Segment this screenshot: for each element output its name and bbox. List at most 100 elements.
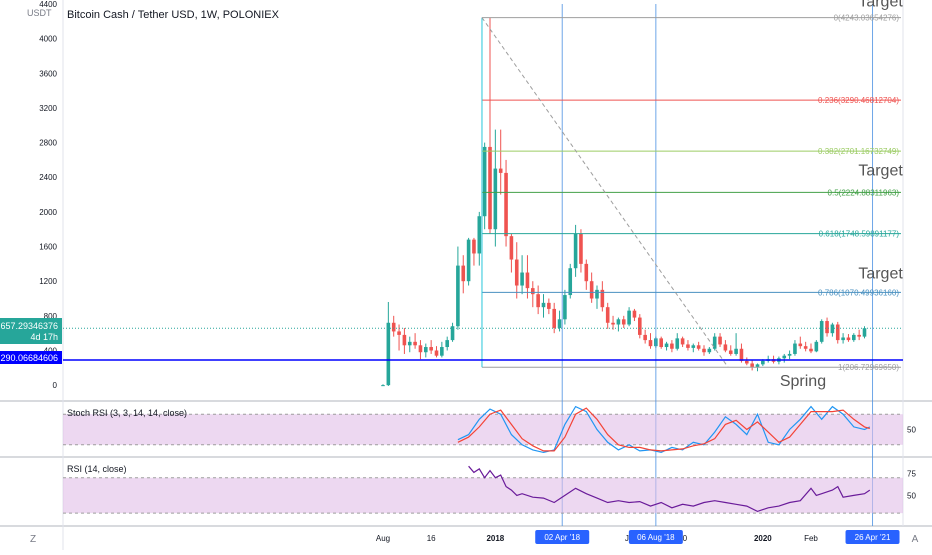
chart-annotation: Spring xyxy=(780,373,826,390)
candle-body xyxy=(552,308,556,328)
candle-body xyxy=(728,350,733,354)
candle-body xyxy=(584,263,589,282)
candle-body xyxy=(723,344,728,351)
candle-body xyxy=(568,268,573,296)
indicator-tick-label: 50 xyxy=(907,491,916,500)
candle-body xyxy=(547,302,551,309)
price-tick-label: 3600 xyxy=(39,69,57,78)
last-price-value: 657.29346376 xyxy=(0,321,58,331)
time-tick-label: 10 xyxy=(678,534,687,543)
candle-body xyxy=(798,343,803,347)
price-tick-label: 4000 xyxy=(39,35,57,44)
candle-body xyxy=(643,334,647,341)
indicator-tick-label: 75 xyxy=(907,469,916,478)
candle-body xyxy=(846,337,851,341)
candle-body xyxy=(514,259,519,286)
settings-icon[interactable]: Z xyxy=(30,534,36,545)
candle-body xyxy=(541,302,546,308)
time-marker-label: 26 Apr '21 xyxy=(855,533,891,542)
candle-body xyxy=(670,343,674,349)
indicators-layer: Stoch RSI (3, 3, 14, 14, close) RSI (14, … xyxy=(63,405,903,514)
candle-body xyxy=(429,347,433,351)
candle-body xyxy=(488,146,492,230)
fib-trend-line xyxy=(481,17,729,368)
candle-body xyxy=(659,338,663,348)
candle-body xyxy=(525,272,530,289)
price-tick-label: 1600 xyxy=(39,243,57,252)
candle-body xyxy=(680,338,685,345)
candle-body xyxy=(787,353,792,356)
indicator-tick-label: 50 xyxy=(907,426,916,435)
support-badge xyxy=(0,351,62,364)
candle-body xyxy=(814,341,819,352)
candle-body xyxy=(605,307,610,323)
candle-body xyxy=(755,364,760,367)
candle-body xyxy=(616,319,621,325)
candle-body xyxy=(761,360,765,365)
fib-level-label: 1(206.72969650) xyxy=(838,363,899,372)
candle-body xyxy=(857,334,861,337)
price-tick-label: 0 xyxy=(53,381,58,390)
candle-body xyxy=(418,345,423,353)
candle-body xyxy=(456,265,460,327)
price-tick-label: 3200 xyxy=(39,104,57,113)
candle-body xyxy=(734,348,738,354)
candle-body xyxy=(391,322,396,332)
indicator-series-line xyxy=(457,407,870,452)
candle-body xyxy=(809,348,813,352)
chart-annotation: Target xyxy=(858,163,903,180)
price-tick-label: 1200 xyxy=(39,277,57,286)
candle-body xyxy=(862,328,867,337)
currency-label: USDT xyxy=(27,8,52,18)
fib-level-label: 0.786(1070.49936160) xyxy=(818,288,899,297)
candle-body xyxy=(498,168,503,173)
price-tick-label: 2000 xyxy=(39,208,57,217)
candle-body xyxy=(600,289,605,308)
candle-body xyxy=(557,319,562,328)
candle-body xyxy=(397,331,401,335)
candle-body xyxy=(482,146,487,217)
candle-body xyxy=(466,239,471,282)
time-marker-label: 06 Aug '18 xyxy=(637,533,675,542)
candle-body xyxy=(611,322,615,325)
candle-body xyxy=(750,363,754,367)
candle-body xyxy=(803,346,808,349)
candle-body xyxy=(536,294,540,308)
candle-body xyxy=(579,233,583,264)
candle-body xyxy=(573,233,578,269)
fib-level-label: 0.382(2701.16732749) xyxy=(818,147,899,156)
candle-body xyxy=(718,336,722,345)
candle-body xyxy=(402,334,407,346)
time-tick-label: Aug xyxy=(376,534,390,543)
candle-body xyxy=(712,336,717,349)
candle-body xyxy=(531,288,535,295)
auto-scale-button[interactable]: A xyxy=(912,534,919,545)
last-price-countdown: 4d 17h xyxy=(30,332,58,342)
candle-body xyxy=(830,324,835,334)
candle-body xyxy=(691,345,696,348)
drawings-layer: 0(4243.03654276) 0.236(3290.46812704) 0.38… xyxy=(63,0,903,526)
time-marker-badge xyxy=(628,530,683,544)
chart-annotation: Target xyxy=(858,0,903,11)
candle-body xyxy=(450,326,455,341)
candle-body xyxy=(595,289,599,299)
candle-body xyxy=(841,337,845,341)
candle-body xyxy=(440,347,444,356)
candle-body xyxy=(825,321,829,334)
candle-body xyxy=(632,310,637,318)
candles-layer xyxy=(381,17,867,387)
candle-body xyxy=(686,344,690,348)
time-marker-label: 02 Apr '18 xyxy=(544,533,580,542)
fib-level-label: 0.5(2224.88311963) xyxy=(828,188,900,197)
price-tick-label: 2800 xyxy=(39,139,57,148)
candle-body xyxy=(472,239,476,254)
time-marker-badge xyxy=(845,530,900,544)
candle-body xyxy=(793,343,797,354)
candle-body xyxy=(413,341,417,346)
candle-body xyxy=(386,322,391,386)
candle-body xyxy=(782,355,787,359)
fib-level-label: 0(4243.03654276) xyxy=(834,14,900,23)
